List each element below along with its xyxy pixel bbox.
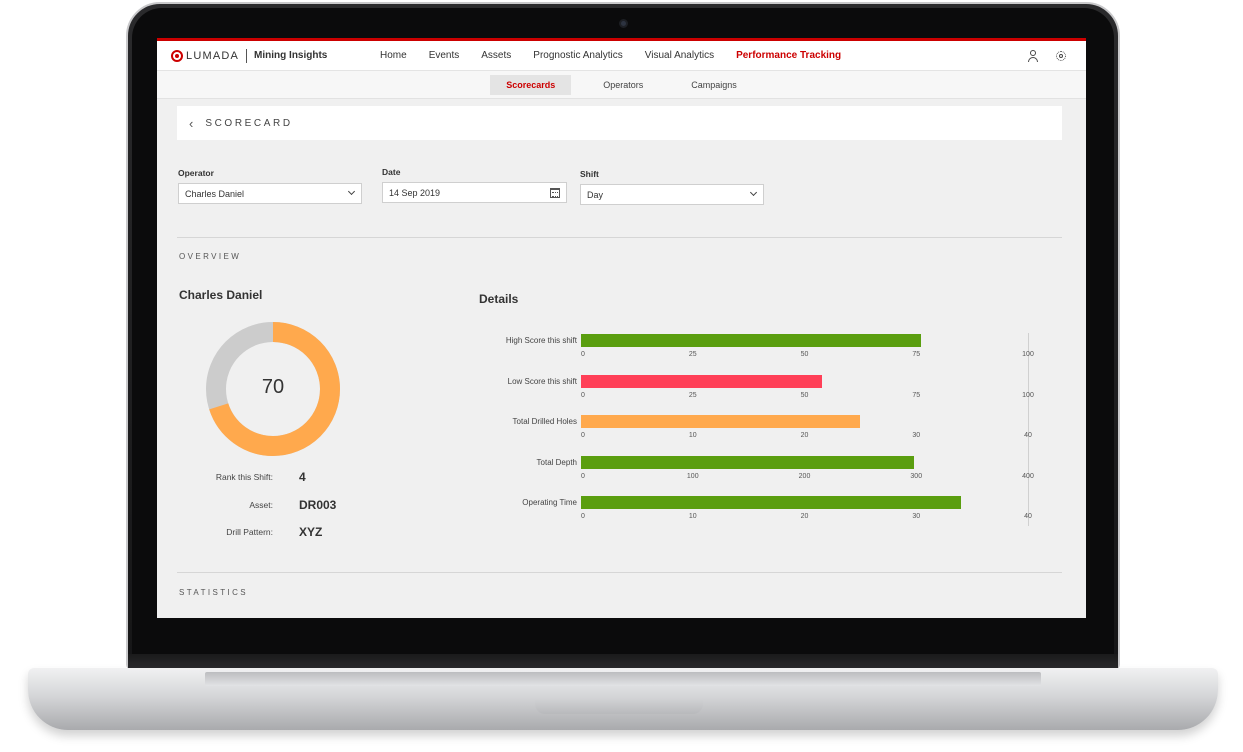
- date-filter: Date 14 Sep 2019: [382, 167, 567, 203]
- overview-divider: [177, 237, 1062, 238]
- tab-scorecards[interactable]: Scorecards: [490, 74, 572, 95]
- operator-name: Charles Daniel: [179, 288, 263, 302]
- tick-label: 30: [912, 432, 921, 439]
- tick-label: 25: [688, 391, 697, 399]
- statistics-divider: [177, 572, 1062, 573]
- bar-label: Total Depth: [536, 457, 577, 467]
- donut-arc: [206, 322, 340, 456]
- pattern-value: XYZ: [299, 525, 323, 539]
- date-picker[interactable]: 14 Sep 2019: [382, 182, 567, 203]
- tick-label: 75: [912, 351, 921, 358]
- product-name: Mining Insights: [254, 50, 328, 61]
- score-value: 70: [261, 376, 285, 398]
- score-donut: [206, 322, 340, 456]
- shift-label: Shift: [580, 169, 599, 179]
- operator-select[interactable]: Charles Daniel: [178, 183, 362, 204]
- operator-value: Charles Daniel: [185, 188, 245, 199]
- tick-label: 40: [1024, 432, 1032, 439]
- tick-label: 75: [912, 391, 921, 399]
- tick-label: 100: [1022, 351, 1034, 358]
- tick-label: 100: [1022, 391, 1034, 399]
- tick-label: 0: [581, 472, 585, 480]
- statistics-label: STATISTICS: [179, 588, 249, 597]
- brand-name: LUMADA: [186, 49, 240, 62]
- pattern-row: Drill Pattern: XYZ: [157, 525, 322, 539]
- bar: [581, 374, 823, 388]
- tick-label: 100: [686, 472, 699, 480]
- sub-nav: Scorecards Operators Campaigns: [157, 71, 1086, 99]
- tick-label: 0: [581, 391, 585, 399]
- bar-label: Operating Time: [522, 498, 577, 507]
- app-screen: LUMADA Mining Insights Home Events Asset…: [157, 38, 1086, 618]
- shift-select[interactable]: Day: [580, 184, 764, 205]
- shift-value: Day: [587, 189, 604, 200]
- tick-label: 40: [1024, 513, 1032, 520]
- bar: [581, 334, 921, 347]
- overview-label: OVERVIEW: [179, 252, 242, 261]
- back-chevron-icon[interactable]: ‹: [189, 115, 194, 131]
- tick-label: 300: [910, 472, 923, 480]
- tab-operators[interactable]: Operators: [603, 79, 644, 90]
- bar: [581, 415, 861, 428]
- axis-end-line: [1028, 333, 1029, 526]
- shift-filter: Shift Day: [580, 169, 764, 205]
- camera-icon: [619, 19, 628, 28]
- calendar-icon[interactable]: [550, 188, 560, 198]
- bar-label: High Score this shift: [505, 336, 577, 345]
- bar: [581, 455, 914, 469]
- date-label: Date: [382, 167, 401, 177]
- tick-label: 0: [581, 432, 585, 439]
- tick-label: 0: [581, 513, 585, 520]
- details-chart: High Score this shift 0 25 50 75 100 Low Score…: [457, 323, 1057, 533]
- laptop-notch: [535, 700, 703, 714]
- rank-row: Rank this Shift: 4: [157, 470, 306, 484]
- tick-label: 50: [800, 391, 809, 399]
- brand[interactable]: LUMADA Mining Insights: [171, 41, 327, 70]
- top-navbar: LUMADA Mining Insights Home Events Asset…: [157, 38, 1086, 71]
- pattern-label: Drill Pattern:: [226, 527, 273, 537]
- tab-campaigns[interactable]: Campaigns: [691, 79, 737, 90]
- operator-label: Operator: [178, 168, 214, 178]
- chevron-down-icon: [749, 188, 758, 197]
- brand-separator: [246, 48, 248, 63]
- laptop-hinge: [128, 654, 1118, 672]
- lumada-logo-icon: [171, 49, 183, 62]
- main-nav: Home Events Assets Prognostic Analytics …: [369, 38, 853, 70]
- bar-label: Low Score this shift: [507, 376, 577, 386]
- bar: [581, 496, 961, 509]
- bar-label: Total Drilled Holes: [512, 417, 577, 426]
- nav-events[interactable]: Events: [428, 50, 460, 61]
- tick-label: 200: [798, 472, 811, 480]
- tick-label: 10: [688, 513, 697, 520]
- rank-label: Rank this Shift:: [215, 472, 273, 482]
- nav-prognostic-analytics[interactable]: Prognostic Analytics: [533, 50, 623, 61]
- tick-label: 20: [800, 432, 809, 439]
- chevron-down-icon: [347, 187, 356, 196]
- tick-label: 10: [688, 432, 697, 439]
- tick-label: 30: [912, 513, 921, 520]
- gear-icon[interactable]: [1054, 49, 1068, 63]
- nav-assets[interactable]: Assets: [481, 50, 512, 61]
- page-title: SCORECARD: [205, 117, 293, 129]
- operator-filter: Operator Charles Daniel: [178, 168, 362, 204]
- asset-value: DR003: [299, 498, 337, 512]
- tick-label: 25: [688, 351, 697, 358]
- asset-label: Asset:: [249, 500, 273, 510]
- tick-label: 0: [581, 351, 585, 358]
- user-icon[interactable]: [1026, 49, 1040, 63]
- date-value: 14 Sep 2019: [389, 187, 441, 198]
- rank-value: 4: [299, 470, 306, 484]
- top-icons: [1026, 49, 1068, 63]
- tick-label: 20: [800, 513, 809, 520]
- nav-visual-analytics[interactable]: Visual Analytics: [644, 50, 715, 61]
- laptop-base-edge: [205, 672, 1041, 686]
- page-title-bar: ‹ SCORECARD: [177, 106, 1062, 140]
- nav-performance-tracking[interactable]: Performance Tracking: [725, 38, 853, 70]
- details-title: Details: [479, 292, 519, 306]
- nav-home[interactable]: Home: [380, 50, 407, 61]
- tick-label: 50: [800, 351, 809, 358]
- asset-row: Asset: DR003: [157, 498, 336, 512]
- tick-label: 400: [1022, 472, 1034, 480]
